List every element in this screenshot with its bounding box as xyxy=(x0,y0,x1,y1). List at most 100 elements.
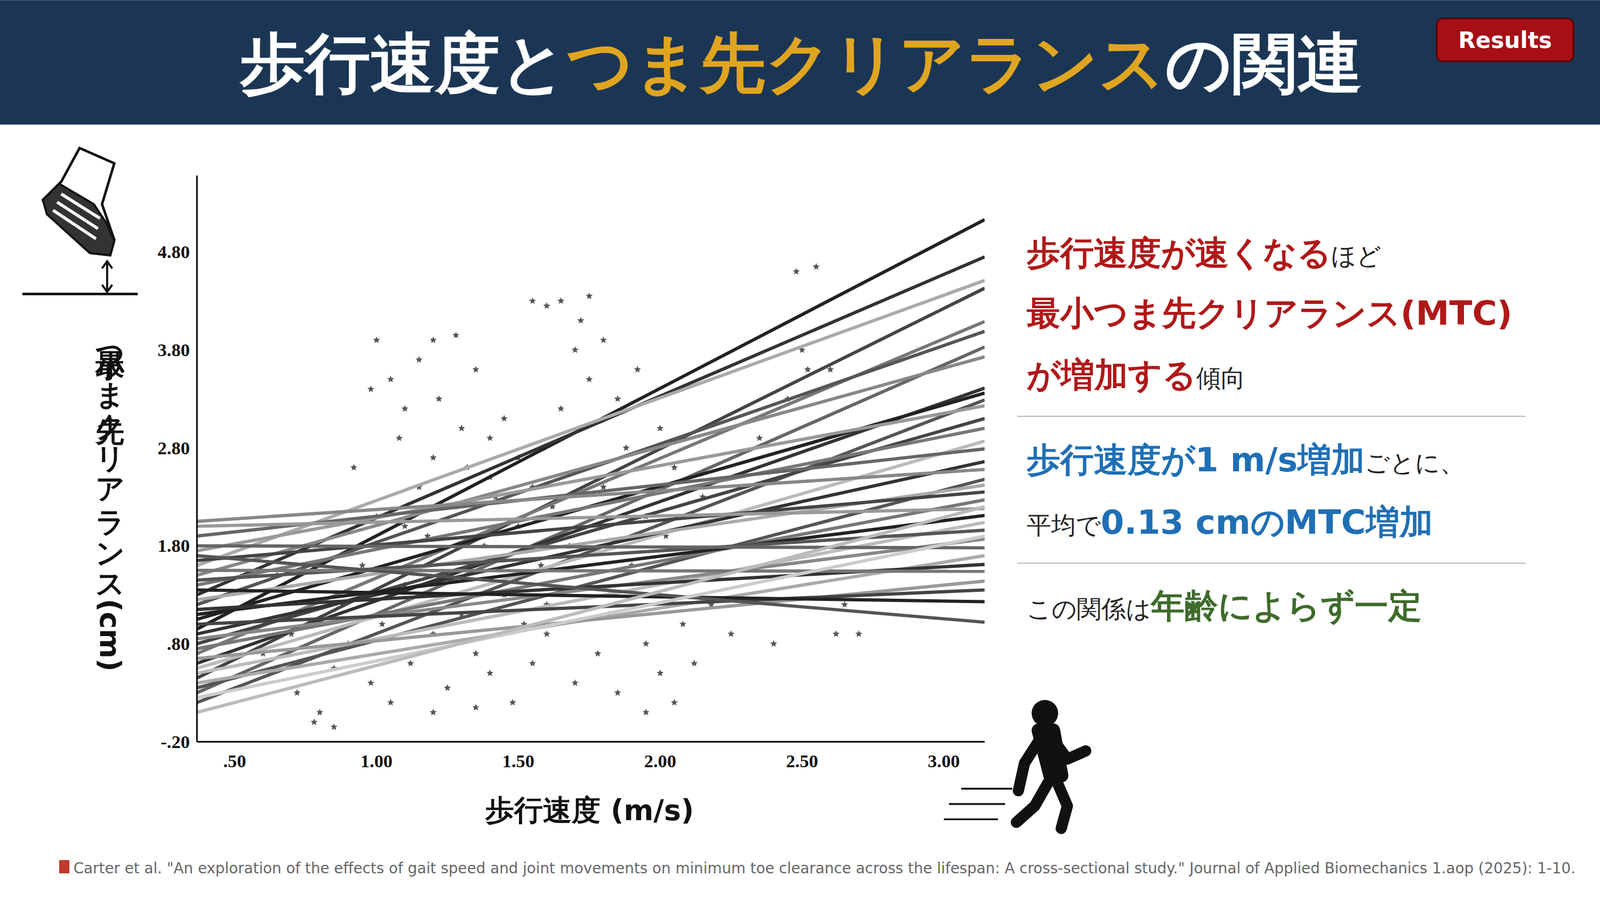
x-tick-label: 1.50 xyxy=(502,750,535,772)
finding-run: 年齢によらず一定 xyxy=(1149,586,1422,626)
regression-line xyxy=(196,539,985,639)
foot-leg xyxy=(42,148,115,256)
header-band xyxy=(0,0,1600,125)
scatter-point xyxy=(543,302,551,309)
walker-limbs xyxy=(1016,734,1086,829)
book-icon xyxy=(59,860,70,874)
scatter-point xyxy=(486,434,494,442)
title-part: 歩行速度と xyxy=(238,25,567,102)
scatter-point xyxy=(387,376,395,383)
scatter-point xyxy=(472,704,480,711)
scatter-point xyxy=(622,444,630,451)
separator xyxy=(1017,416,1526,418)
scatter-point xyxy=(557,297,565,304)
foot-shoe xyxy=(42,184,115,256)
scatter-point xyxy=(429,708,437,716)
finding-run: ほど xyxy=(1331,241,1382,271)
regression-line xyxy=(196,469,985,522)
scatter-point xyxy=(832,630,840,637)
regression-line xyxy=(196,555,985,623)
title-part: つま先クリアランス xyxy=(566,25,1166,102)
plot-area xyxy=(196,219,985,731)
regression-line xyxy=(196,589,985,624)
scatter-point xyxy=(330,723,338,731)
scatter-point xyxy=(571,346,579,353)
scatter-point xyxy=(727,630,735,637)
x-tick-label: .50 xyxy=(222,750,246,772)
regression-line xyxy=(196,546,985,549)
x-tick-label: 2.00 xyxy=(644,750,677,772)
finding-run: ごとに、 xyxy=(1364,448,1465,478)
y-tick-label: 2.80 xyxy=(157,437,190,459)
finding-line: 歩行速度が1 m/s増加ごとに、 xyxy=(1026,440,1465,480)
scatter-point xyxy=(690,659,698,667)
scatter-point xyxy=(577,316,584,324)
scatter-point xyxy=(543,630,551,637)
scatter-point xyxy=(585,376,593,383)
regression-line xyxy=(196,347,985,694)
y-tick-label: 1.80 xyxy=(157,535,190,556)
finding-run: 最小つま先クリアランス(MTC) xyxy=(1026,293,1513,333)
regression-line xyxy=(196,393,985,620)
scatter-point xyxy=(350,464,358,471)
x-tick-label: 1.00 xyxy=(360,750,393,772)
scatter-point xyxy=(770,640,778,647)
x-axis-line xyxy=(196,741,985,743)
scatter-point xyxy=(378,620,386,628)
scatter-point xyxy=(600,336,607,343)
regression-line xyxy=(196,288,985,679)
scatter-point xyxy=(670,699,678,706)
separator xyxy=(1017,562,1526,564)
scatter-point xyxy=(656,669,664,677)
scatter-point xyxy=(401,405,409,412)
regression-line xyxy=(196,441,985,669)
regression-line xyxy=(196,321,985,654)
regression-line xyxy=(196,400,985,703)
scatter-point xyxy=(656,424,664,431)
scatter-point xyxy=(613,689,621,696)
finding-line: この関係は年齢によらず一定 xyxy=(1026,586,1422,626)
finding-run: 歩行速度が1 m/s増加 xyxy=(1026,440,1365,480)
scatter-point xyxy=(293,689,301,696)
y-tick-label: 3.80 xyxy=(157,339,190,360)
finding-run: が増加する xyxy=(1026,355,1197,395)
speed-lines xyxy=(944,788,1013,820)
scatter-point xyxy=(571,679,579,686)
scatter-point xyxy=(316,708,324,716)
regression-line xyxy=(196,508,985,527)
walker-icon xyxy=(1016,700,1086,829)
x-axis-title: 歩行速度 (m/s) xyxy=(484,794,694,828)
walker-head xyxy=(1031,700,1059,727)
citation: Carter et al. "An exploration of the eff… xyxy=(73,859,1576,878)
finding-run: 0.13 cmのMTC増加 xyxy=(1100,502,1434,542)
foot-icon xyxy=(42,148,115,256)
badge-box xyxy=(1436,18,1574,62)
scatter-point xyxy=(452,331,460,339)
scatter-point xyxy=(367,385,375,392)
y-tick-label: 4.80 xyxy=(157,241,190,262)
x-tick-label: 3.00 xyxy=(928,750,960,772)
scatter-point xyxy=(367,679,375,686)
scatter-point xyxy=(486,669,494,677)
scatter-point xyxy=(855,630,863,637)
badge: Results xyxy=(1458,27,1552,54)
regression-line xyxy=(196,564,985,611)
regression-line xyxy=(196,581,985,659)
scatter-point xyxy=(755,434,763,442)
scatter-point xyxy=(804,365,812,373)
finding-run: 傾向 xyxy=(1196,363,1246,393)
scatter-point xyxy=(415,356,423,363)
background xyxy=(0,0,1600,900)
regression-line xyxy=(196,492,985,562)
foot-stripes xyxy=(52,194,100,239)
regression-line xyxy=(196,506,985,713)
scatter-point xyxy=(585,292,593,299)
scatter-point xyxy=(310,718,318,726)
scatter-point xyxy=(500,414,508,422)
scatter-point xyxy=(458,424,466,431)
regression-line xyxy=(196,555,985,684)
scatter-point xyxy=(529,659,536,667)
scatter-point xyxy=(472,650,480,657)
regression-line xyxy=(196,479,985,688)
scatter-point xyxy=(429,336,437,343)
